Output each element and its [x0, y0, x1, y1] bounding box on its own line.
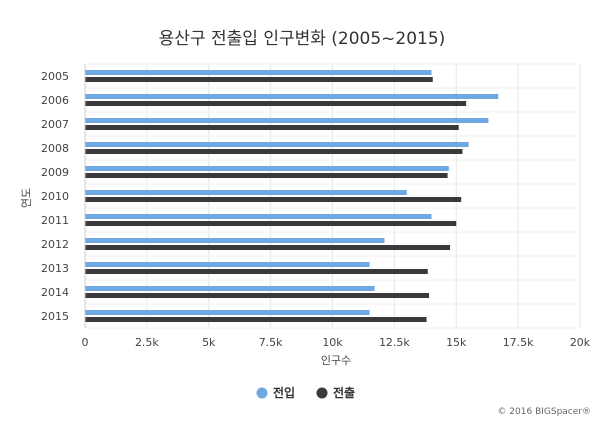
bar-in-2010[interactable]	[85, 190, 407, 195]
bar-out-2011[interactable]	[85, 221, 457, 226]
chart-title: 용산구 전출입 인구변화 (2005~2015)	[159, 29, 446, 49]
x-tick-label: 20k	[570, 336, 591, 349]
x-tick-label: 17.5k	[503, 336, 534, 349]
bar-out-2006[interactable]	[85, 101, 467, 106]
axes: 0 2.5k 5k 7.5k 10k 12.5k 15k 17.5k 20k 2005 2006 20…	[41, 64, 591, 349]
x-axis-label: 인구수	[321, 354, 351, 367]
x-tick-label: 15k	[446, 336, 467, 349]
bar-out-2012[interactable]	[85, 245, 451, 250]
bar-out-2014[interactable]	[85, 293, 430, 298]
legend-label: 전입	[273, 385, 295, 400]
y-tick-label: 2006	[41, 94, 69, 107]
bar-in-2008[interactable]	[85, 142, 469, 147]
bar-out-2010[interactable]	[85, 197, 462, 202]
y-tick-label: 2012	[41, 238, 69, 251]
y-tick-label: 2014	[41, 286, 69, 299]
bar-in-2006[interactable]	[85, 94, 499, 99]
bar-in-2005[interactable]	[85, 70, 432, 75]
y-tick-label: 2009	[41, 166, 69, 179]
x-tick-label: 2.5k	[135, 336, 159, 349]
legend-item-in[interactable]: 전입	[256, 385, 296, 400]
x-tick-label: 5k	[202, 336, 216, 349]
x-tick-label: 12.5k	[379, 336, 410, 349]
gridlines	[84, 63, 581, 329]
legend-label: 전출	[333, 385, 355, 400]
bar-in-2014[interactable]	[85, 286, 375, 291]
bar-in-2007[interactable]	[85, 118, 489, 123]
y-tick-label: 2011	[41, 214, 69, 227]
x-tick-label: 7.5k	[259, 336, 283, 349]
bar-out-2008[interactable]	[85, 149, 463, 154]
x-tick-label: 0	[82, 336, 89, 349]
bar-in-2011[interactable]	[85, 214, 432, 219]
bar-in-2012[interactable]	[85, 238, 385, 243]
legend-item-out[interactable]: 전출	[316, 385, 356, 400]
bar-out-2015[interactable]	[85, 317, 427, 322]
bar-in-2009[interactable]	[85, 166, 449, 171]
bar-out-2005[interactable]	[85, 77, 433, 82]
bar-out-2009[interactable]	[85, 173, 448, 178]
y-tick-label: 2007	[41, 118, 69, 131]
legend-marker	[256, 387, 268, 399]
legend: 전입 전출	[256, 385, 356, 400]
y-tick-label: 2015	[41, 310, 69, 323]
x-tick-label: 10k	[322, 336, 343, 349]
bar-in-2015[interactable]	[85, 310, 370, 315]
bar-out-2013[interactable]	[85, 269, 428, 274]
bar-in-2013[interactable]	[85, 262, 370, 267]
credit-text: © 2016 BIGSpacer®	[497, 407, 591, 417]
y-tick-label: 2013	[41, 262, 69, 275]
bars	[85, 70, 499, 322]
bar-out-2007[interactable]	[85, 125, 459, 130]
y-tick-label: 2008	[41, 142, 69, 155]
y-axis-label: 연도	[20, 188, 33, 208]
legend-marker	[316, 387, 328, 399]
y-tick-label: 2005	[41, 70, 69, 83]
y-tick-label: 2010	[41, 190, 69, 203]
